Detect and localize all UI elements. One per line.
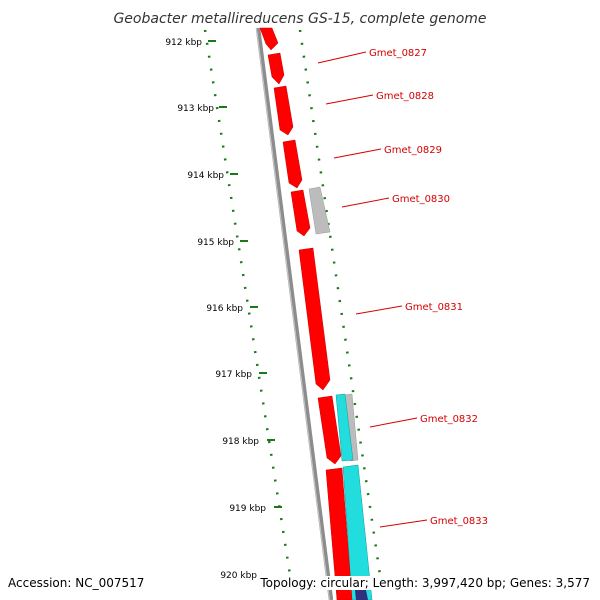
kbp-label: 915 kbp bbox=[197, 238, 234, 248]
cds-arrow-gmet-0831 bbox=[298, 247, 331, 391]
kbp-label: 918 kbp bbox=[222, 437, 259, 447]
accession-text: Accession: NC_007517 bbox=[8, 576, 145, 590]
inner-tick-track bbox=[298, 29, 382, 576]
kbp-label: 912 kbp bbox=[165, 38, 202, 48]
gene-label-gmet-0829: Gmet_0829 bbox=[384, 145, 442, 156]
gene-labels: Gmet_0827 Gmet_0828 Gmet_0829 Gmet_0830 … bbox=[369, 48, 488, 527]
genome-backbone bbox=[255, 27, 334, 600]
kbp-label: 914 kbp bbox=[187, 171, 224, 181]
cds-arrow-gmet-0829b bbox=[282, 139, 303, 189]
gene-label-gmet-0832: Gmet_0832 bbox=[420, 414, 478, 425]
kbp-label: 917 kbp bbox=[215, 370, 252, 380]
navy-feature bbox=[355, 590, 368, 600]
kbp-label: 919 kbp bbox=[229, 504, 266, 514]
cds-arrows bbox=[259, 27, 353, 600]
outer-tick-track bbox=[203, 29, 292, 576]
kbp-label: 920 kbp bbox=[220, 571, 257, 581]
cds-arrow-gmet-0832 bbox=[317, 395, 342, 465]
cds-arrow-gmet-0829a bbox=[273, 85, 294, 136]
cds-arrow-gmet-0828 bbox=[267, 52, 285, 85]
genome-title: Geobacter metallireducens GS-15, complet… bbox=[113, 11, 486, 27]
gene-label-gmet-0828: Gmet_0828 bbox=[376, 91, 434, 102]
kbp-ticks: 912 kbp 913 kbp 914 kbp 915 kbp 916 kbp … bbox=[165, 38, 282, 581]
gray-feature-0830 bbox=[308, 186, 331, 235]
gene-label-gmet-0827: Gmet_0827 bbox=[369, 48, 427, 59]
gene-label-gmet-0833: Gmet_0833 bbox=[430, 516, 488, 527]
gene-leader-lines bbox=[317, 51, 428, 528]
cds-arrow-gmet-0833 bbox=[325, 467, 353, 600]
gene-label-gmet-0831: Gmet_0831 bbox=[405, 302, 463, 313]
cds-arrow-gmet-0830 bbox=[290, 189, 311, 237]
kbp-label: 913 kbp bbox=[177, 104, 214, 114]
kbp-label: 916 kbp bbox=[206, 304, 243, 314]
cds-arrow-gmet-0827 bbox=[259, 27, 279, 51]
genome-stats-text: Topology: circular; Length: 3,997,420 bp… bbox=[260, 576, 590, 590]
cyan-feature-0833 bbox=[342, 464, 373, 600]
cyan-feature-0832 bbox=[335, 393, 354, 462]
gene-label-gmet-0830: Gmet_0830 bbox=[392, 194, 450, 205]
